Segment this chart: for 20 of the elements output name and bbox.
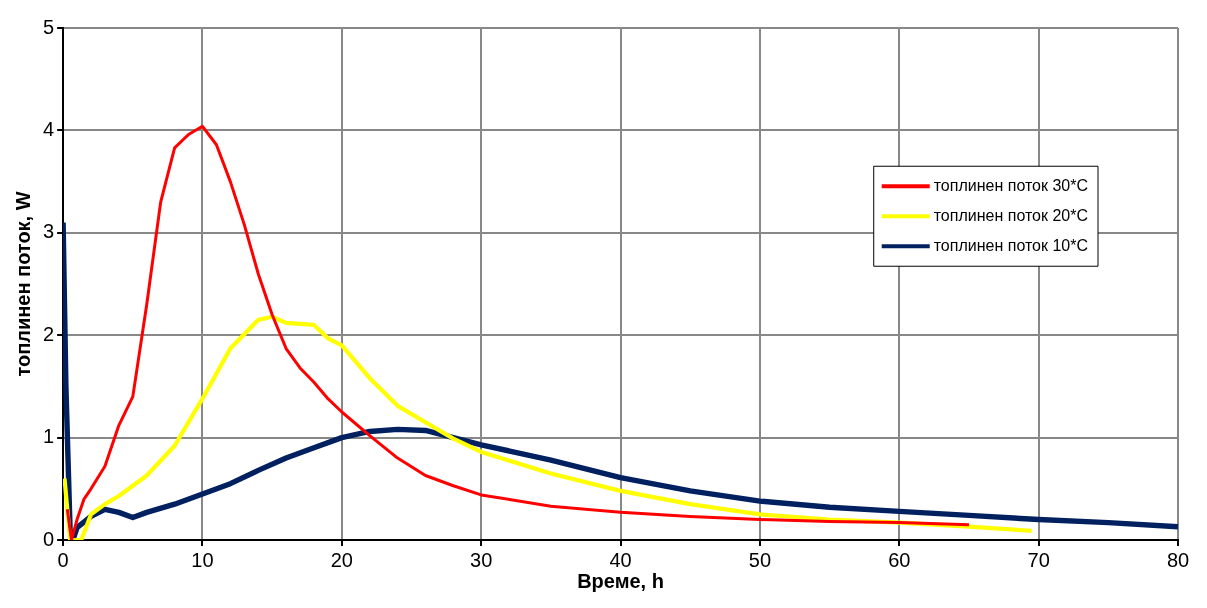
y-tick-label: 2 xyxy=(43,322,55,345)
x-tick-label: 60 xyxy=(888,548,911,571)
x-tick-label: 70 xyxy=(1027,548,1050,571)
x-tick-label: 0 xyxy=(57,548,69,571)
x-tick-label: 30 xyxy=(470,548,493,571)
y-tick-label: 4 xyxy=(43,117,55,140)
x-tick-label: 40 xyxy=(609,548,632,571)
y-tick-label: 1 xyxy=(43,425,55,448)
y-tick-label: 3 xyxy=(43,220,55,243)
y-tick-label: 0 xyxy=(43,527,55,550)
legend-label: топлинен поток 10*C xyxy=(933,236,1088,254)
x-tick-label: 50 xyxy=(748,548,772,571)
y-tick-label: 5 xyxy=(43,15,55,38)
legend-label: топлинен поток 30*C xyxy=(933,176,1088,194)
x-tick-label: 80 xyxy=(1166,548,1190,571)
legend-label: топлинен поток 20*C xyxy=(933,206,1088,224)
x-axis-title: Време, h xyxy=(577,569,664,592)
x-tick-label: 10 xyxy=(191,548,214,571)
x-tick-label: 20 xyxy=(330,548,353,571)
y-axis-title: топлинен поток, W xyxy=(11,191,34,377)
